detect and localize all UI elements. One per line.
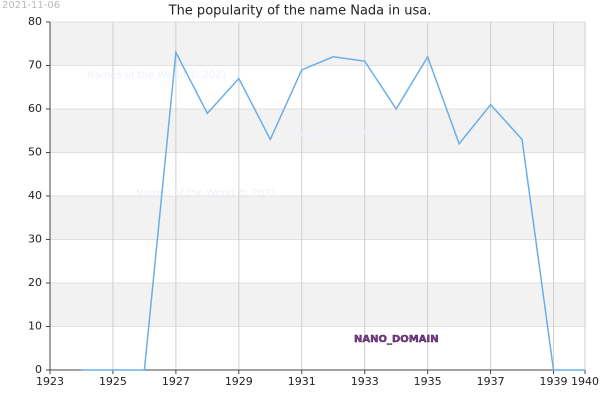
y-tick-label: 30: [28, 233, 42, 246]
y-tick-label: 40: [28, 189, 42, 202]
x-tick-label: 1937: [477, 375, 505, 388]
x-tick-label: 1940: [571, 375, 599, 388]
domain-label: NANO_DOMAIN: [354, 334, 439, 345]
y-tick-label: 60: [28, 102, 42, 115]
x-tick-label: 1923: [36, 375, 64, 388]
grid-band: [50, 109, 585, 153]
x-tick-label: 1929: [225, 375, 253, 388]
x-tick-label: 1925: [99, 375, 127, 388]
watermark: Names of the World © 2021: [293, 129, 434, 140]
y-tick-label: 80: [28, 15, 42, 28]
line: [81, 49, 585, 371]
grid-band: [50, 22, 585, 66]
x-tick-label: 1931: [288, 375, 316, 388]
y-tick-label: 50: [28, 146, 42, 159]
y-tick-label: 10: [28, 320, 42, 333]
watermark: Names of the World © 2021: [136, 188, 277, 199]
x-tick-label: 1927: [162, 375, 190, 388]
y-tick-label: 20: [28, 276, 42, 289]
date-stamp: 2021-11-06: [2, 0, 60, 11]
y-tick-label: 70: [28, 59, 42, 72]
x-tick-label: 1939: [540, 375, 568, 388]
chart-title: The popularity of the name Nada in usa.: [168, 4, 432, 19]
x-tick-label: 1933: [351, 375, 379, 388]
grid-band: [50, 283, 585, 327]
y-tick-label: 0: [35, 363, 42, 376]
x-tick-label: 1935: [414, 375, 442, 388]
watermark: Names of the World © 2021: [87, 70, 228, 81]
grid-band: [50, 196, 585, 240]
